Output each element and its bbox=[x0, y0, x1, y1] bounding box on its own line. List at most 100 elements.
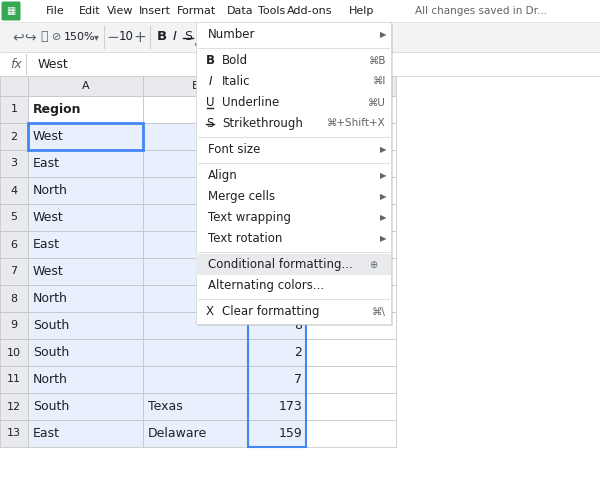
Text: S: S bbox=[184, 30, 192, 43]
Bar bbox=[0, 312, 28, 339]
Text: ⌘U: ⌘U bbox=[368, 97, 386, 107]
Bar bbox=[143, 258, 248, 285]
Text: 10: 10 bbox=[119, 30, 133, 43]
Text: 7: 7 bbox=[294, 373, 302, 386]
Bar bbox=[248, 312, 306, 339]
Bar bbox=[28, 150, 143, 177]
Text: ▦: ▦ bbox=[7, 6, 16, 16]
Text: 159: 159 bbox=[278, 427, 302, 440]
Bar bbox=[0, 0, 600, 22]
Text: Add-ons: Add-ons bbox=[287, 6, 333, 16]
Bar bbox=[143, 177, 248, 204]
Text: Conditional formatting...: Conditional formatting... bbox=[208, 258, 353, 271]
Text: 0: 0 bbox=[294, 292, 302, 305]
Text: North: North bbox=[33, 373, 68, 386]
Bar bbox=[306, 123, 396, 150]
Text: 173: 173 bbox=[278, 400, 302, 413]
Text: Help: Help bbox=[349, 6, 374, 16]
Text: 3: 3 bbox=[11, 159, 17, 169]
Text: 7: 7 bbox=[10, 267, 17, 277]
Bar bbox=[0, 22, 600, 52]
Text: fx: fx bbox=[10, 57, 22, 70]
Bar bbox=[0, 76, 28, 96]
Text: 4: 4 bbox=[10, 186, 17, 196]
Bar bbox=[143, 231, 248, 258]
Text: West: West bbox=[38, 57, 69, 70]
Text: 2: 2 bbox=[294, 346, 302, 359]
Bar bbox=[143, 150, 248, 177]
Bar bbox=[198, 24, 393, 326]
Bar bbox=[248, 258, 306, 285]
Bar bbox=[143, 420, 248, 447]
Bar bbox=[143, 366, 248, 393]
Bar bbox=[28, 123, 143, 150]
Text: 0: 0 bbox=[294, 184, 302, 197]
Bar bbox=[306, 231, 396, 258]
Bar bbox=[248, 420, 306, 447]
Bar bbox=[28, 76, 143, 96]
Text: ⊕: ⊕ bbox=[369, 259, 377, 269]
Text: B: B bbox=[205, 54, 215, 67]
Bar bbox=[0, 150, 28, 177]
Text: East: East bbox=[33, 157, 60, 170]
Bar bbox=[248, 123, 306, 150]
Text: Underline: Underline bbox=[222, 96, 279, 109]
Text: D: D bbox=[347, 81, 355, 91]
Text: ⊘: ⊘ bbox=[52, 32, 62, 42]
Bar bbox=[306, 76, 396, 96]
Bar bbox=[143, 204, 248, 231]
Bar bbox=[306, 420, 396, 447]
Bar bbox=[28, 177, 143, 204]
Text: 10: 10 bbox=[7, 348, 21, 358]
Text: Text rotation: Text rotation bbox=[208, 232, 283, 245]
Bar bbox=[0, 393, 28, 420]
Bar bbox=[248, 150, 306, 177]
Text: Edit: Edit bbox=[79, 6, 101, 16]
Text: D: D bbox=[311, 103, 321, 116]
Bar bbox=[0, 231, 28, 258]
Text: Alternating colors...: Alternating colors... bbox=[208, 279, 324, 292]
Text: 9: 9 bbox=[294, 211, 302, 224]
Text: ▶: ▶ bbox=[380, 234, 386, 243]
Bar bbox=[28, 393, 143, 420]
Text: B: B bbox=[157, 30, 167, 43]
Text: Bold: Bold bbox=[222, 54, 248, 67]
Text: Strikethrough: Strikethrough bbox=[222, 117, 303, 130]
Bar bbox=[248, 123, 306, 447]
Text: ▾: ▾ bbox=[94, 32, 98, 42]
Text: ⌘B: ⌘B bbox=[368, 55, 386, 66]
Text: Merge cells: Merge cells bbox=[208, 190, 275, 203]
Text: 11: 11 bbox=[7, 375, 21, 385]
Text: B: B bbox=[191, 81, 199, 91]
Text: Align: Align bbox=[208, 169, 238, 182]
Text: A: A bbox=[196, 30, 206, 43]
Bar bbox=[0, 366, 28, 393]
Text: 3: 3 bbox=[294, 130, 302, 143]
Text: West: West bbox=[33, 130, 64, 143]
FancyBboxPatch shape bbox=[1, 1, 20, 21]
Text: +: + bbox=[134, 29, 146, 44]
Bar bbox=[28, 96, 143, 123]
Text: Region: Region bbox=[33, 103, 82, 116]
Bar bbox=[143, 339, 248, 366]
Bar bbox=[248, 285, 306, 312]
Bar bbox=[248, 339, 306, 366]
Text: Number: Number bbox=[208, 28, 256, 41]
Text: Italic: Italic bbox=[222, 75, 251, 88]
Text: Texas: Texas bbox=[148, 400, 183, 413]
Bar bbox=[143, 76, 248, 96]
Bar bbox=[28, 420, 143, 447]
Bar bbox=[0, 123, 28, 150]
Text: ue: ue bbox=[284, 103, 302, 116]
Text: A: A bbox=[82, 81, 89, 91]
Text: West: West bbox=[33, 211, 64, 224]
Text: I: I bbox=[173, 30, 177, 43]
Text: Delaware: Delaware bbox=[148, 427, 207, 440]
Text: Format: Format bbox=[176, 6, 215, 16]
Bar bbox=[248, 366, 306, 393]
Bar bbox=[28, 366, 143, 393]
Text: South: South bbox=[33, 319, 69, 332]
Text: ▶: ▶ bbox=[380, 213, 386, 222]
Bar bbox=[306, 204, 396, 231]
Text: 7: 7 bbox=[294, 157, 302, 170]
